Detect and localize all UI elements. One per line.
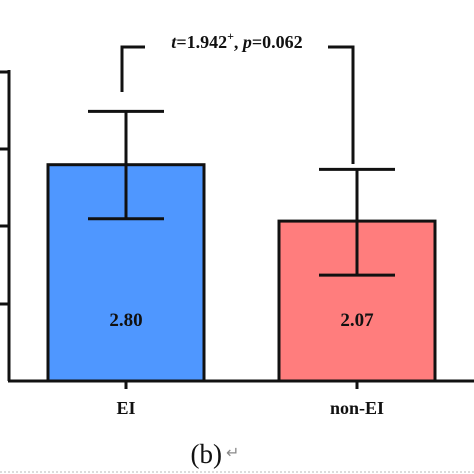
t-value: =1.942 [176, 32, 227, 52]
significance-bracket [120, 45, 355, 164]
y-axis [0, 70, 11, 381]
p-symbol: p [241, 32, 252, 52]
stat-annotation: t=1.942+, p=0.062 [171, 29, 302, 52]
value-label-non-ei: 2.07 [340, 310, 374, 331]
stat-separator: , [234, 32, 243, 52]
value-label-ei: 2.80 [109, 310, 142, 331]
return-mark-icon: ↵ [226, 443, 239, 462]
t-symbol: t [171, 32, 177, 52]
x-tick-label-ei: EI [116, 398, 135, 418]
error-bars-group [88, 109, 395, 277]
t-superscript: + [227, 29, 234, 43]
bars-group [46, 163, 437, 383]
x-tick-label-non-ei: non-EI [330, 398, 384, 418]
bracket-right [328, 45, 355, 164]
bracket-left [120, 45, 145, 92]
figure-caption: (b) [191, 439, 222, 469]
p-value: =0.062 [252, 32, 303, 52]
